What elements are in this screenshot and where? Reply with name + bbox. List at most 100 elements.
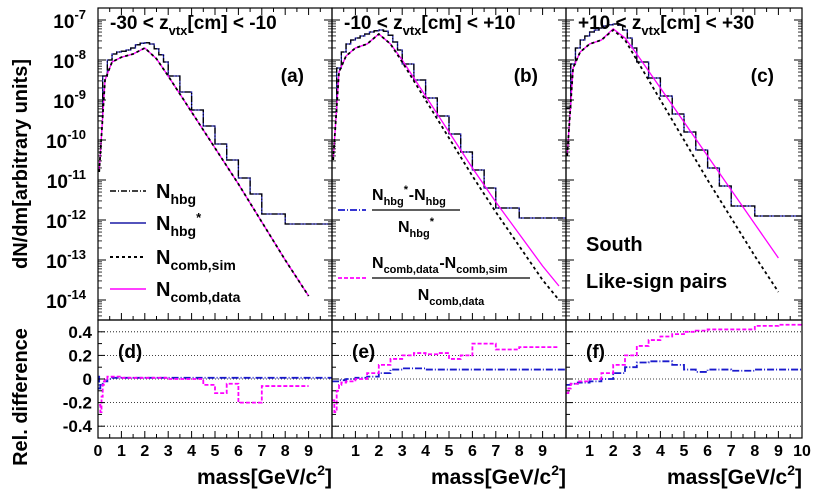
bottom-series-0 bbox=[98, 375, 332, 413]
fraction-sup: * bbox=[404, 184, 409, 196]
series-rel-diff-comb bbox=[566, 323, 802, 395]
y-tick-base: 10 bbox=[53, 92, 74, 113]
fraction-term: N bbox=[372, 187, 384, 204]
panel-title-suffix: [cm] < -10 bbox=[187, 13, 276, 34]
legend-sub: hbg bbox=[170, 191, 196, 207]
x-axis-label: mass[GeV/c2] bbox=[667, 462, 802, 489]
legend-sub: comb,sim bbox=[170, 257, 235, 273]
y-tick-exp: -14 bbox=[67, 287, 87, 302]
x-tick-label: 9 bbox=[538, 443, 547, 460]
legend-sub: hbg bbox=[170, 223, 196, 239]
legend-main: N bbox=[156, 181, 170, 203]
y-tick-label: 0 bbox=[83, 370, 92, 389]
x-tick-label: 7 bbox=[491, 443, 500, 460]
y-tick-exp: -8 bbox=[74, 47, 86, 62]
y-tick-label: 10-13 bbox=[46, 247, 86, 273]
fraction-sub: comb,data bbox=[429, 296, 485, 308]
legend-sub: comb,data bbox=[170, 289, 240, 305]
annotation-detector: South bbox=[586, 234, 643, 256]
y-tick-label: 10-10 bbox=[46, 127, 86, 153]
x-tick-label: 4 bbox=[656, 443, 665, 460]
y-tick-exp: -9 bbox=[74, 87, 86, 102]
y-tick-label: 10-8 bbox=[53, 47, 86, 73]
x-axis-label-end: ] bbox=[795, 466, 802, 489]
series-rel-diff-hbg bbox=[98, 375, 332, 390]
legend-entry: Nhbg bbox=[156, 181, 196, 207]
y-tick-label: 10-11 bbox=[47, 167, 86, 193]
series-rel-diff-comb bbox=[332, 342, 559, 413]
x-tick-label: 3 bbox=[164, 443, 173, 460]
legend-fraction-numerator: Nhbg*N-Nhbg-N bbox=[372, 184, 447, 208]
x-axis-label-sup: 2 bbox=[317, 462, 325, 478]
bottom-panel-label: (f) bbox=[586, 342, 605, 363]
x-tick-label: 3 bbox=[398, 443, 407, 460]
x-tick-label: 10 bbox=[793, 443, 811, 460]
y-axis-title-bottom: Rel. difference bbox=[10, 328, 32, 466]
x-tick-label: 4 bbox=[187, 443, 196, 460]
y-tick-exp: -11 bbox=[68, 167, 86, 182]
legend-sup: * bbox=[196, 210, 202, 225]
bottom-series-2 bbox=[566, 323, 802, 395]
y-tick-label: -0.2 bbox=[63, 394, 92, 413]
panel-title-prefix: -30 < z bbox=[110, 13, 169, 34]
y-tick-exp: -7 bbox=[74, 7, 86, 22]
legend-fraction-numerator: Ncomb,dataN-Ncomb,sim-N bbox=[372, 255, 509, 276]
panel-title-suffix: [cm] < +10 bbox=[421, 13, 515, 34]
series-nhbg bbox=[332, 29, 566, 219]
y-tick-base: 10 bbox=[46, 132, 67, 153]
y-tick-label: 10-9 bbox=[53, 87, 86, 113]
fraction-spacer: -N bbox=[508, 267, 509, 269]
x-axis-label: mass[GeV/c2] bbox=[431, 462, 566, 489]
x-tick-label: 0 bbox=[94, 443, 103, 460]
x-tick-label: 6 bbox=[234, 443, 243, 460]
x-tick-label: 7 bbox=[257, 443, 266, 460]
label-layer: -30 < zvtx[cm] < -10(a)(d)0 1 2 3 4 5 6 7 8 9mass… bbox=[10, 7, 811, 489]
x-tick-label: 8 bbox=[281, 443, 290, 460]
x-tick-label: 9 bbox=[304, 443, 313, 460]
x-axis-label-main: mass[GeV/c bbox=[197, 466, 318, 489]
top-panel-label: (b) bbox=[514, 66, 538, 87]
fraction-sub: hbg bbox=[384, 196, 404, 208]
y-tick-base: 10 bbox=[47, 172, 68, 193]
x-tick-label: 1 bbox=[117, 443, 126, 460]
series-ncomb-sim bbox=[332, 32, 560, 301]
y-tick-exp: -13 bbox=[67, 247, 86, 262]
x-tick-label: 4 bbox=[421, 443, 430, 460]
panel-title: +10 < zvtx[cm] < +30 bbox=[578, 13, 754, 38]
panel-title-sub: vtx bbox=[403, 23, 423, 38]
y-tick-base: 10 bbox=[53, 52, 74, 73]
legend-main: N bbox=[156, 213, 170, 235]
y-tick-label: 0.4 bbox=[68, 323, 92, 342]
bottom-panel-label: (e) bbox=[352, 342, 375, 363]
x-axis-label-main: mass[GeV/c bbox=[431, 466, 552, 489]
series-ncomb-data bbox=[566, 27, 779, 259]
series-nhbg-star bbox=[332, 29, 566, 219]
fraction-term: N bbox=[398, 219, 410, 236]
y-tick-base: 10 bbox=[46, 252, 67, 273]
x-tick-label: 6 bbox=[468, 443, 477, 460]
x-tick-label: 1 bbox=[351, 443, 360, 460]
x-axis-label-sup: 2 bbox=[551, 462, 559, 478]
x-axis-label-sup: 2 bbox=[787, 462, 795, 478]
top-series-0 bbox=[98, 42, 332, 297]
fraction-sup: * bbox=[430, 216, 435, 228]
top-panel-label: (a) bbox=[281, 66, 304, 87]
x-tick-label: 2 bbox=[140, 443, 149, 460]
series-ncomb-sim bbox=[566, 28, 780, 293]
x-axis-label-end: ] bbox=[559, 466, 566, 489]
x-tick-label: 8 bbox=[515, 443, 524, 460]
x-tick-label: 5 bbox=[211, 443, 220, 460]
y-tick-base: 10 bbox=[46, 292, 67, 313]
legend-entry: Ncomb,sim bbox=[156, 247, 236, 273]
y-tick-label: 10-7 bbox=[53, 7, 86, 33]
panel-title-sub: vtx bbox=[169, 23, 189, 38]
legend-main: N bbox=[156, 279, 170, 301]
legend-fraction-denominator: Ncomb,data bbox=[418, 287, 485, 308]
fraction-term: N bbox=[418, 287, 430, 304]
series-nhbg bbox=[98, 42, 332, 225]
x-tick-label: 2 bbox=[374, 443, 383, 460]
x-axis-label-main: mass[GeV/c bbox=[667, 466, 788, 489]
panel-title: -30 < zvtx[cm] < -10 bbox=[110, 13, 277, 38]
fraction-sub: hbg bbox=[410, 228, 430, 240]
y-axis-title-top: dN/dm[arbitrary units] bbox=[10, 59, 32, 269]
